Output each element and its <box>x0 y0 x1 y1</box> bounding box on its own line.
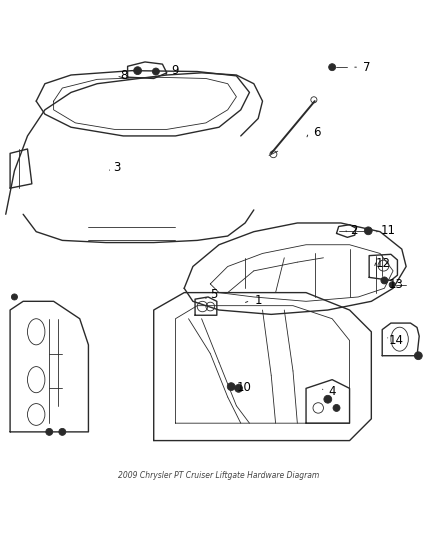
Text: 2009 Chrysler PT Cruiser Liftgate Hardware Diagram: 2009 Chrysler PT Cruiser Liftgate Hardwa… <box>118 471 320 480</box>
Circle shape <box>11 294 18 300</box>
Circle shape <box>235 384 243 392</box>
Text: 14: 14 <box>389 334 404 347</box>
Text: 3: 3 <box>113 161 120 174</box>
Text: 8: 8 <box>120 69 128 83</box>
Text: 7: 7 <box>363 61 371 74</box>
Text: 1: 1 <box>254 294 262 307</box>
Text: 10: 10 <box>237 381 252 394</box>
Text: 12: 12 <box>376 256 391 270</box>
Text: 6: 6 <box>313 126 320 139</box>
Text: 5: 5 <box>210 288 217 301</box>
Circle shape <box>134 67 141 75</box>
Text: 4: 4 <box>328 385 336 398</box>
Circle shape <box>333 405 340 411</box>
Circle shape <box>152 68 159 75</box>
Circle shape <box>46 429 53 435</box>
Text: 2: 2 <box>350 224 358 237</box>
Circle shape <box>59 429 66 435</box>
Circle shape <box>364 227 372 235</box>
Text: 9: 9 <box>172 64 179 77</box>
Circle shape <box>324 395 332 403</box>
Circle shape <box>328 63 336 71</box>
Circle shape <box>389 282 395 288</box>
Circle shape <box>227 383 235 391</box>
Circle shape <box>414 352 422 360</box>
Text: 11: 11 <box>380 224 396 237</box>
Circle shape <box>381 277 388 284</box>
Text: 13: 13 <box>389 278 404 291</box>
